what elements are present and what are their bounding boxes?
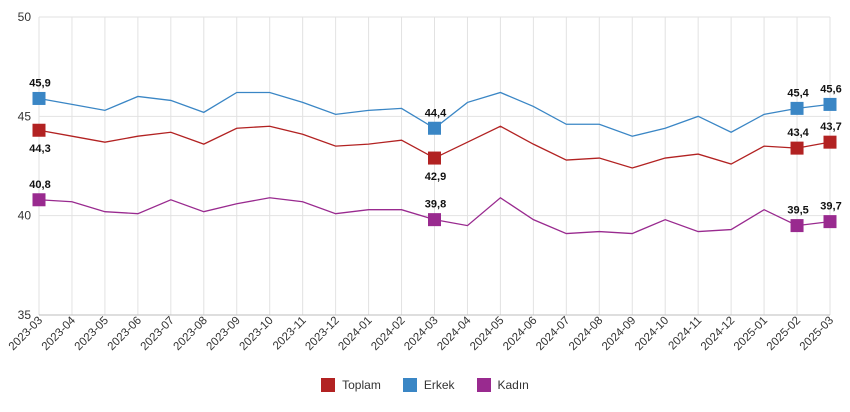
data-labels: 44,3 42,9 43,4 43,7 45,9 44,4 45,4 45,6 40,8 39,8… [29, 77, 841, 216]
data-marker [32, 193, 46, 207]
data-marker [823, 97, 837, 111]
legend-item-kadin[interactable]: Kadın [476, 378, 529, 392]
data-marker [790, 219, 804, 233]
legend-label-erkek: Erkek [423, 378, 455, 392]
x-tick-label: 2024-01 [336, 315, 374, 353]
legend-swatch-toplam [321, 378, 336, 392]
legend-swatch-erkek [402, 378, 417, 392]
data-label: 45,4 [787, 87, 809, 99]
x-tick-label: 2024-02 [369, 315, 407, 353]
y-tick-label: 50 [18, 10, 32, 24]
data-label: 45,6 [820, 83, 841, 95]
x-tick-label: 2025-01 [732, 315, 770, 353]
x-tick-label: 2023-09 [205, 315, 243, 353]
x-tick-label: 2024-10 [633, 315, 671, 353]
data-marker [823, 215, 837, 229]
x-tick-label: 2024-06 [501, 315, 539, 353]
x-tick-label: 2023-07 [139, 315, 177, 353]
x-tick-label: 2025-03 [798, 315, 836, 353]
x-tick-label: 2024-08 [567, 315, 605, 353]
data-label: 42,9 [425, 171, 446, 183]
x-tick-label: 2023-04 [40, 314, 79, 353]
legend-label-toplam: Toplam [342, 378, 381, 392]
x-tick-label: 2023-11 [271, 315, 309, 353]
data-label: 39,5 [787, 205, 808, 217]
data-label: 39,8 [425, 199, 446, 211]
x-tick-label: 2024-05 [468, 315, 506, 353]
data-marker [428, 121, 441, 135]
data-label: 43,4 [787, 127, 809, 139]
legend-item-erkek[interactable]: Erkek [402, 378, 455, 392]
series-markers [32, 91, 837, 233]
y-tick-label: 35 [18, 308, 32, 322]
legend: Toplam Erkek Kadın [0, 378, 850, 392]
x-tick-label: 2023-10 [237, 315, 275, 353]
x-tick-label: 2023-05 [73, 315, 111, 353]
legend-swatch-kadin [476, 378, 491, 392]
legend-item-toplam[interactable]: Toplam [321, 378, 381, 392]
data-marker [32, 123, 46, 137]
x-axis-ticks: 2023-032023-042023-052023-062023-072023-… [7, 314, 836, 353]
y-tick-label: 40 [18, 209, 32, 223]
x-tick-label: 2024-12 [699, 315, 737, 353]
y-axis-ticks: 35 40 45 50 [18, 10, 32, 322]
x-tick-label: 2024-07 [534, 315, 572, 353]
x-tick-label: 2025-02 [765, 315, 803, 353]
data-label: 39,7 [820, 201, 841, 213]
x-tick-label: 2023-08 [172, 315, 210, 353]
data-marker [32, 91, 46, 105]
x-tick-label: 2023-06 [106, 315, 144, 353]
data-label: 40,8 [29, 179, 50, 191]
y-tick-label: 45 [18, 109, 32, 123]
data-marker [823, 135, 837, 149]
data-marker [790, 141, 804, 155]
legend-label-kadin: Kadın [497, 378, 529, 392]
data-marker [428, 151, 441, 165]
x-tick-label: 2024-11 [667, 315, 705, 353]
data-label: 45,9 [29, 77, 50, 89]
data-marker [428, 213, 441, 227]
data-label: 44,4 [425, 107, 447, 119]
x-tick-label: 2024-09 [600, 315, 638, 353]
x-tick-label: 2023-12 [303, 315, 341, 353]
x-tick-label: 2024-04 [435, 314, 474, 353]
x-tick-label: 2024-03 [402, 315, 440, 353]
data-label: 43,7 [820, 121, 841, 133]
grid [38, 16, 831, 316]
data-marker [790, 101, 804, 115]
data-label: 44,3 [29, 143, 50, 155]
